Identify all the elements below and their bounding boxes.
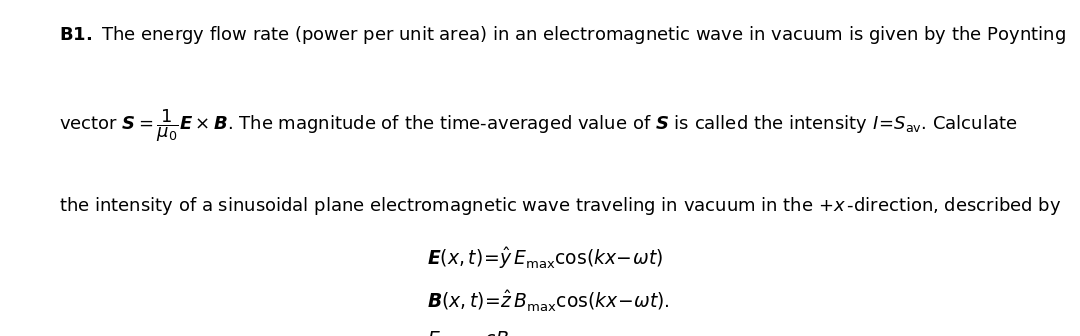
Text: vector $\boldsymbol{S}=\dfrac{1}{\mu_0}\boldsymbol{E}\times\boldsymbol{B}$. The : vector $\boldsymbol{S}=\dfrac{1}{\mu_0}\… (59, 108, 1017, 144)
Text: $\boldsymbol{E}(x,t)\!=\!\hat{y}\,E_{\rm max}\cos\!\left(kx\!-\!\omega t\right)$: $\boldsymbol{E}(x,t)\!=\!\hat{y}\,E_{\rm… (427, 245, 663, 271)
Text: $E_{\rm max}\!=\!cB_{\rm max}$: $E_{\rm max}\!=\!cB_{\rm max}$ (427, 329, 538, 336)
Text: the intensity of a sinusoidal plane electromagnetic wave traveling in vacuum in : the intensity of a sinusoidal plane elec… (59, 195, 1062, 217)
Text: $\mathbf{B1.}$ The energy flow rate (power per unit area) in an electromagnetic : $\mathbf{B1.}$ The energy flow rate (pow… (59, 24, 1066, 45)
Text: $\boldsymbol{B}(x,t)\!=\!\hat{z}\,B_{\rm max}\cos\!\left(kx\!-\!\omega t\right).: $\boldsymbol{B}(x,t)\!=\!\hat{z}\,B_{\rm… (427, 289, 670, 314)
